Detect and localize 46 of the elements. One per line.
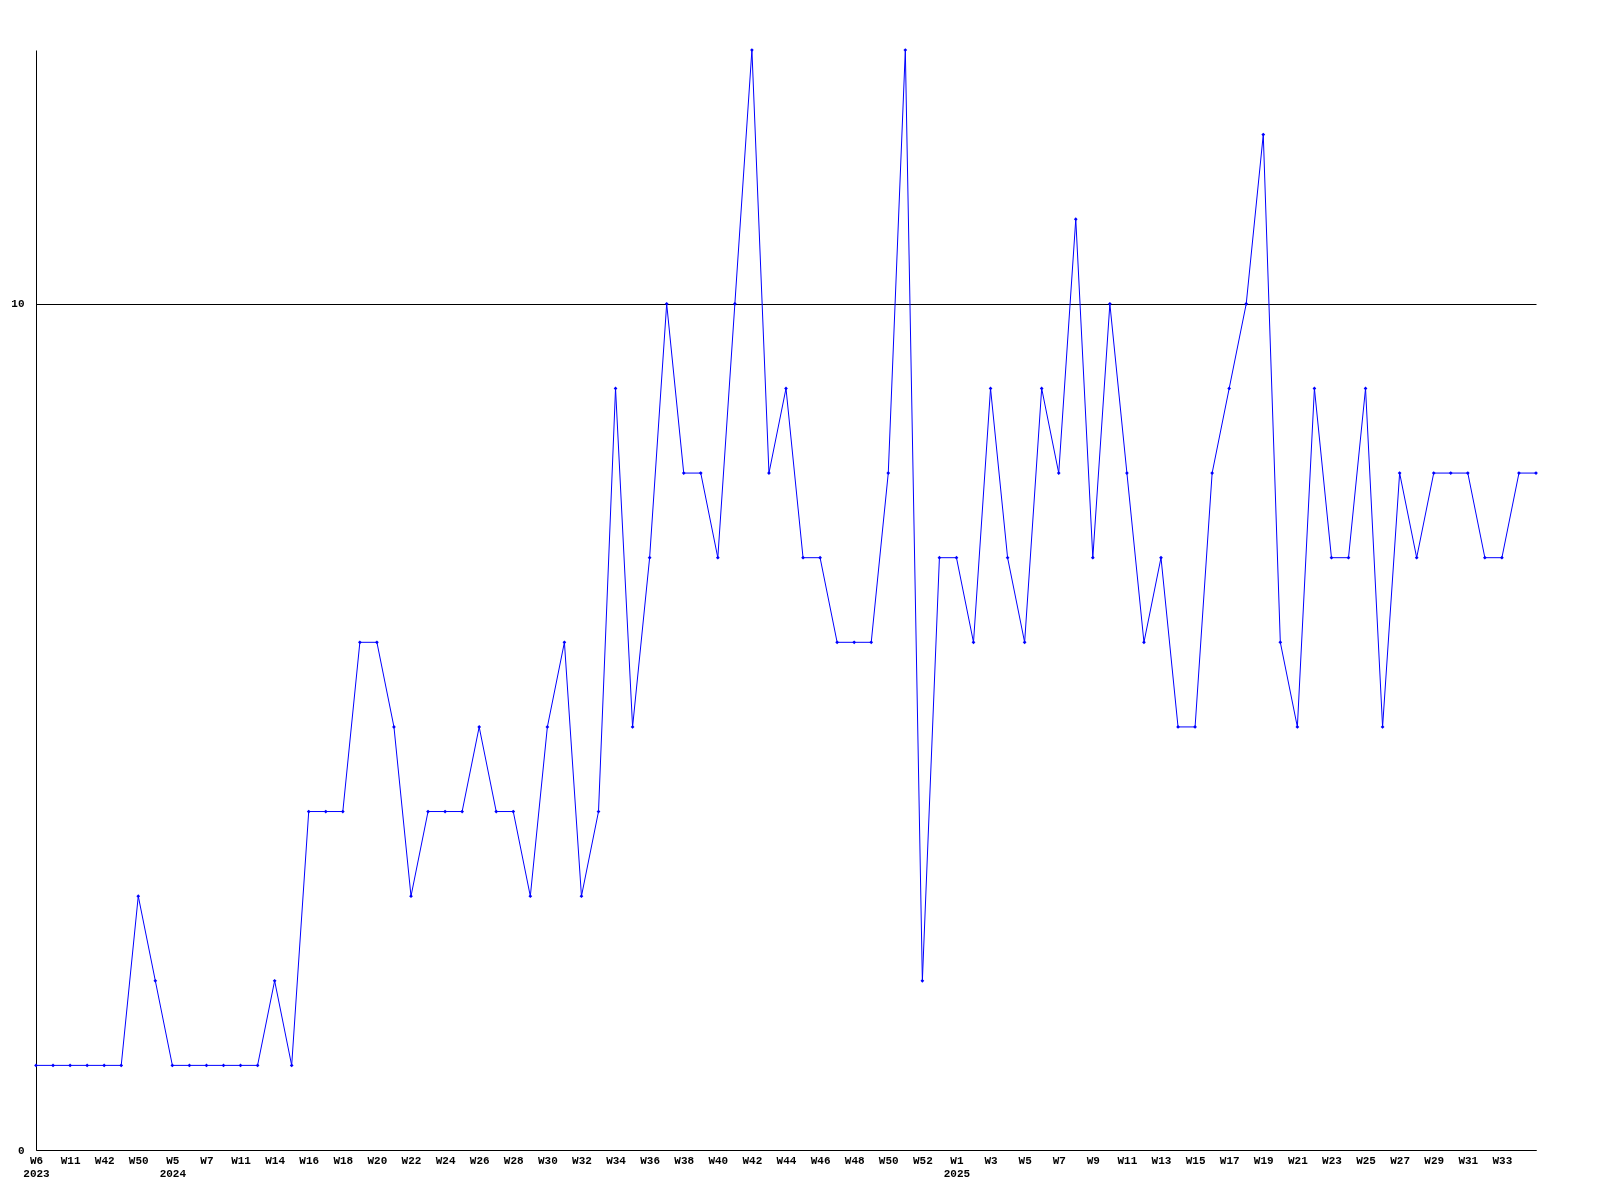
x-tick-label: W33 xyxy=(1492,1154,1513,1167)
x-tick-label: W25 xyxy=(1356,1154,1377,1167)
x-tick-label: W44 xyxy=(776,1154,797,1167)
x-tick-label: W18 xyxy=(333,1154,354,1167)
x-tick-label: W38 xyxy=(674,1154,695,1167)
x-tick-label: W19 xyxy=(1253,1154,1274,1167)
x-tick-label: W42 xyxy=(742,1154,763,1167)
x-tick-label: W36 xyxy=(640,1154,661,1167)
x-tick-label: W42 xyxy=(94,1154,115,1167)
x-tick-label: W7 xyxy=(1052,1154,1066,1167)
x-tick-label: W5 2024 xyxy=(159,1154,187,1180)
x-tick-label: W40 xyxy=(708,1154,729,1167)
x-tick-label: W50 xyxy=(878,1154,899,1167)
x-tick-label: W30 xyxy=(537,1154,558,1167)
x-tick-label: W50 xyxy=(128,1154,149,1167)
y-tick-label: 0 xyxy=(17,1144,25,1157)
x-tick-label: W22 xyxy=(401,1154,422,1167)
x-tick-label: W3 xyxy=(984,1154,999,1167)
x-tick-label: W46 xyxy=(810,1154,831,1167)
x-tick-label: W32 xyxy=(572,1154,592,1167)
x-tick-label: W31 xyxy=(1458,1154,1479,1167)
x-tick-label: W7 xyxy=(200,1154,214,1167)
x-tick-label: W9 xyxy=(1086,1154,1100,1167)
x-tick-label: W20 xyxy=(367,1154,388,1167)
x-tick-label: W52 xyxy=(912,1154,933,1167)
x-tick-label: W16 xyxy=(299,1154,320,1167)
x-tick-label: W11 xyxy=(231,1154,252,1167)
x-tick-label: W14 xyxy=(265,1154,286,1167)
x-tick-label: W15 xyxy=(1185,1154,1206,1167)
x-tick-label: W27 xyxy=(1390,1154,1411,1167)
x-tick-label: W26 xyxy=(469,1154,490,1167)
x-tick-label: W5 xyxy=(1018,1154,1033,1167)
x-tick-label: W34 xyxy=(606,1154,627,1167)
x-tick-label: W28 xyxy=(503,1154,525,1167)
x-tick-label: W21 xyxy=(1287,1154,1309,1167)
x-tick-label: W11 xyxy=(60,1154,81,1167)
x-tick-label: W24 xyxy=(435,1154,456,1167)
x-tick-label: W11 xyxy=(1117,1154,1138,1167)
x-tick-label: W17 xyxy=(1219,1154,1240,1167)
x-tick-label: W29 xyxy=(1424,1154,1445,1167)
x-tick-label: W6 2023 xyxy=(23,1154,51,1180)
x-tick-label: W13 xyxy=(1151,1154,1172,1167)
x-tick-label: W48 xyxy=(844,1154,865,1167)
y-tick-label: 10 xyxy=(11,298,25,311)
x-tick-label: W1 2025 xyxy=(943,1154,971,1180)
x-tick-label: W23 xyxy=(1322,1154,1343,1167)
